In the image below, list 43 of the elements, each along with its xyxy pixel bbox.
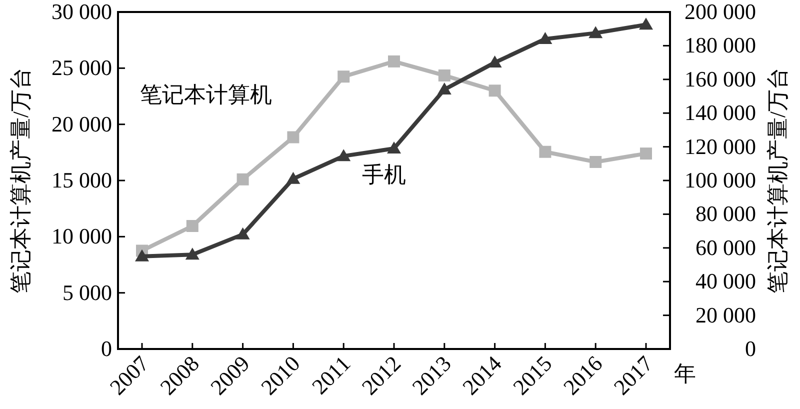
point (236, 227, 250, 240)
y-axis-title: 笔记本计算机产量/万台 (8, 67, 33, 294)
point (236, 173, 249, 186)
y2-tick-label: 200 000 (684, 0, 756, 24)
point (639, 18, 653, 30)
point (388, 55, 400, 68)
point (186, 220, 198, 232)
point (286, 172, 300, 184)
y2-tick-label: 120 000 (684, 134, 756, 159)
y-tick-label: 30 000 (52, 0, 112, 24)
point (135, 249, 149, 262)
point (539, 146, 552, 158)
y2-tick-label: 160 000 (684, 66, 756, 92)
y2-tick-label: 140 000 (684, 100, 756, 126)
y2-tick-label: 20 000 (696, 302, 756, 328)
point (336, 149, 351, 162)
point (287, 131, 300, 144)
point (590, 156, 602, 168)
y2-axis-title: 笔记本计算机产量/万台 (765, 67, 790, 294)
y2-tick-label: 80 000 (696, 201, 756, 226)
point (488, 84, 501, 97)
y2-tick-label: 40 000 (696, 268, 756, 294)
point (437, 82, 452, 95)
x-axis-title: 年 (674, 361, 696, 386)
y-tick-label: 15 000 (52, 168, 112, 192)
series-label: 笔记本计算机 (140, 82, 272, 107)
y-tick-label: 0 (101, 336, 112, 361)
y-tick-label: 20 000 (52, 111, 112, 136)
point (538, 32, 552, 44)
y-tick-label: 25 000 (52, 55, 112, 80)
y2-tick-label: 0 (745, 336, 756, 361)
y-tick-label: 10 000 (52, 224, 112, 249)
y2-tick-label: 60 000 (696, 234, 756, 260)
point (185, 248, 200, 260)
y-tick-label: 5 000 (62, 280, 112, 305)
y2-tick-label: 100 000 (684, 168, 756, 192)
series-label: 手机 (362, 162, 406, 187)
point (640, 148, 652, 160)
y2-tick-label: 180 000 (684, 32, 756, 58)
point (438, 69, 450, 82)
point (588, 26, 603, 38)
point (338, 70, 350, 83)
point (387, 141, 401, 154)
